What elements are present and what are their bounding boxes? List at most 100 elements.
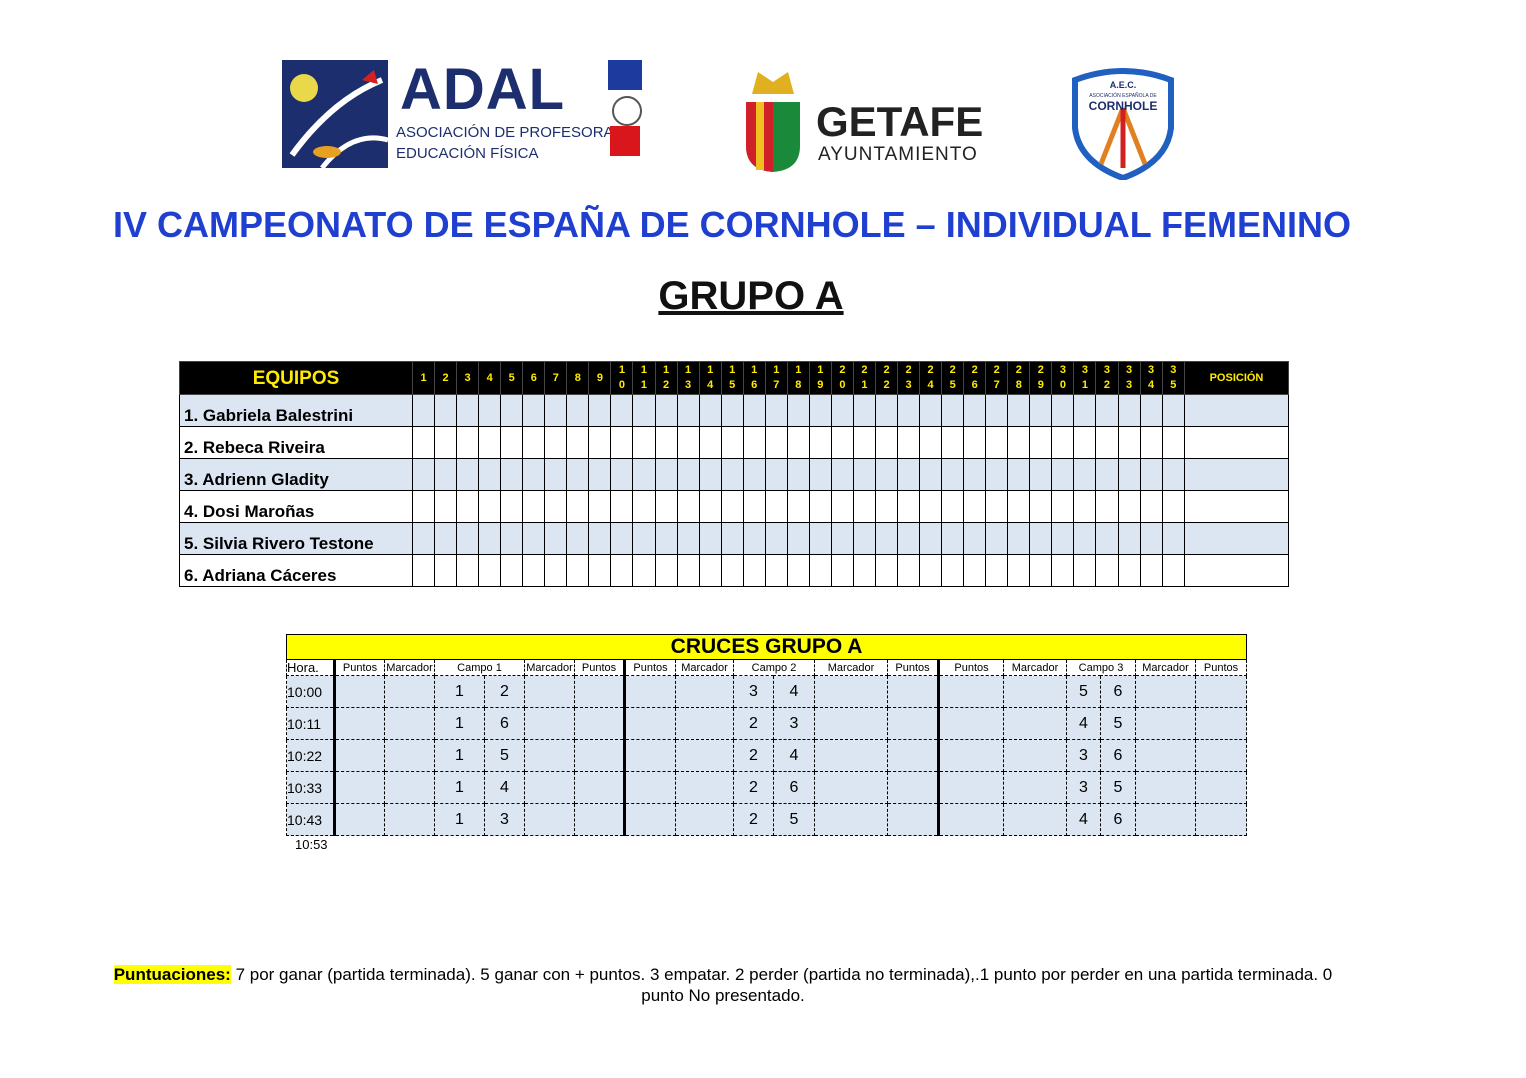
- score-cell[interactable]: [764, 490, 788, 523]
- score-cell[interactable]: [1073, 554, 1097, 587]
- score-cell[interactable]: [764, 554, 788, 587]
- score-cell[interactable]: [830, 426, 854, 459]
- score-cell[interactable]: [852, 426, 876, 459]
- entry-cell[interactable]: [623, 675, 676, 708]
- score-cell[interactable]: [478, 426, 502, 459]
- score-cell[interactable]: [786, 426, 810, 459]
- score-cell[interactable]: [985, 522, 1009, 555]
- score-cell[interactable]: [897, 490, 921, 523]
- score-cell[interactable]: [963, 394, 987, 427]
- score-cell[interactable]: [610, 522, 634, 555]
- score-cell[interactable]: [434, 554, 458, 587]
- entry-cell[interactable]: [937, 707, 1004, 740]
- score-cell[interactable]: [852, 554, 876, 587]
- score-cell[interactable]: [566, 426, 590, 459]
- score-cell[interactable]: [1117, 522, 1141, 555]
- score-cell[interactable]: [522, 522, 546, 555]
- score-cell[interactable]: [742, 426, 766, 459]
- score-cell[interactable]: [1007, 394, 1031, 427]
- entry-cell[interactable]: [623, 707, 676, 740]
- score-cell[interactable]: [1029, 554, 1053, 587]
- entry-cell[interactable]: [333, 707, 385, 740]
- score-cell[interactable]: [500, 490, 524, 523]
- score-cell[interactable]: [786, 490, 810, 523]
- score-cell[interactable]: [963, 554, 987, 587]
- score-cell[interactable]: [411, 458, 436, 491]
- entry-cell[interactable]: [574, 707, 625, 740]
- score-cell[interactable]: [456, 394, 480, 427]
- score-cell[interactable]: [1117, 490, 1141, 523]
- score-cell[interactable]: [500, 458, 524, 491]
- score-cell[interactable]: [764, 522, 788, 555]
- entry-cell[interactable]: [675, 803, 734, 836]
- entry-cell[interactable]: [1194, 707, 1248, 740]
- score-cell[interactable]: [411, 522, 436, 555]
- score-cell[interactable]: [1117, 458, 1141, 491]
- entry-cell[interactable]: [1194, 771, 1248, 804]
- entry-cell[interactable]: [887, 771, 939, 804]
- position-cell[interactable]: [1184, 490, 1289, 523]
- score-cell[interactable]: [742, 458, 766, 491]
- score-cell[interactable]: [1161, 426, 1186, 459]
- score-cell[interactable]: [566, 522, 590, 555]
- entry-cell[interactable]: [524, 675, 575, 708]
- score-cell[interactable]: [676, 426, 700, 459]
- position-cell[interactable]: [1184, 394, 1289, 427]
- score-cell[interactable]: [985, 458, 1009, 491]
- score-cell[interactable]: [588, 522, 612, 555]
- score-cell[interactable]: [544, 554, 568, 587]
- entry-cell[interactable]: [623, 803, 676, 836]
- score-cell[interactable]: [808, 394, 832, 427]
- score-cell[interactable]: [522, 554, 546, 587]
- score-cell[interactable]: [676, 490, 700, 523]
- score-cell[interactable]: [874, 426, 899, 459]
- score-cell[interactable]: [1117, 394, 1141, 427]
- score-cell[interactable]: [941, 554, 965, 587]
- score-cell[interactable]: [1095, 458, 1119, 491]
- score-cell[interactable]: [698, 554, 722, 587]
- score-cell[interactable]: [720, 522, 744, 555]
- score-cell[interactable]: [610, 490, 634, 523]
- position-cell[interactable]: [1184, 458, 1289, 491]
- score-cell[interactable]: [1161, 522, 1186, 555]
- score-cell[interactable]: [742, 490, 766, 523]
- score-cell[interactable]: [742, 554, 766, 587]
- score-cell[interactable]: [985, 426, 1009, 459]
- score-cell[interactable]: [456, 522, 480, 555]
- entry-cell[interactable]: [1003, 739, 1067, 772]
- entry-cell[interactable]: [333, 771, 385, 804]
- score-cell[interactable]: [786, 554, 810, 587]
- score-cell[interactable]: [919, 554, 943, 587]
- entry-cell[interactable]: [814, 771, 888, 804]
- score-cell[interactable]: [632, 426, 656, 459]
- score-cell[interactable]: [566, 554, 590, 587]
- entry-cell[interactable]: [1135, 707, 1196, 740]
- score-cell[interactable]: [1051, 522, 1075, 555]
- score-cell[interactable]: [456, 426, 480, 459]
- score-cell[interactable]: [500, 554, 524, 587]
- score-cell[interactable]: [1117, 426, 1141, 459]
- score-cell[interactable]: [456, 554, 480, 587]
- entry-cell[interactable]: [1194, 803, 1248, 836]
- entry-cell[interactable]: [1003, 771, 1067, 804]
- score-cell[interactable]: [544, 394, 568, 427]
- score-cell[interactable]: [698, 522, 722, 555]
- score-cell[interactable]: [941, 394, 965, 427]
- score-cell[interactable]: [941, 458, 965, 491]
- score-cell[interactable]: [742, 394, 766, 427]
- score-cell[interactable]: [654, 394, 678, 427]
- score-cell[interactable]: [897, 522, 921, 555]
- score-cell[interactable]: [676, 394, 700, 427]
- score-cell[interactable]: [874, 394, 899, 427]
- entry-cell[interactable]: [814, 739, 888, 772]
- score-cell[interactable]: [897, 458, 921, 491]
- score-cell[interactable]: [676, 522, 700, 555]
- score-cell[interactable]: [698, 426, 722, 459]
- score-cell[interactable]: [522, 394, 546, 427]
- score-cell[interactable]: [500, 394, 524, 427]
- score-cell[interactable]: [434, 490, 458, 523]
- score-cell[interactable]: [654, 554, 678, 587]
- entry-cell[interactable]: [937, 739, 1004, 772]
- entry-cell[interactable]: [1135, 739, 1196, 772]
- score-cell[interactable]: [852, 522, 876, 555]
